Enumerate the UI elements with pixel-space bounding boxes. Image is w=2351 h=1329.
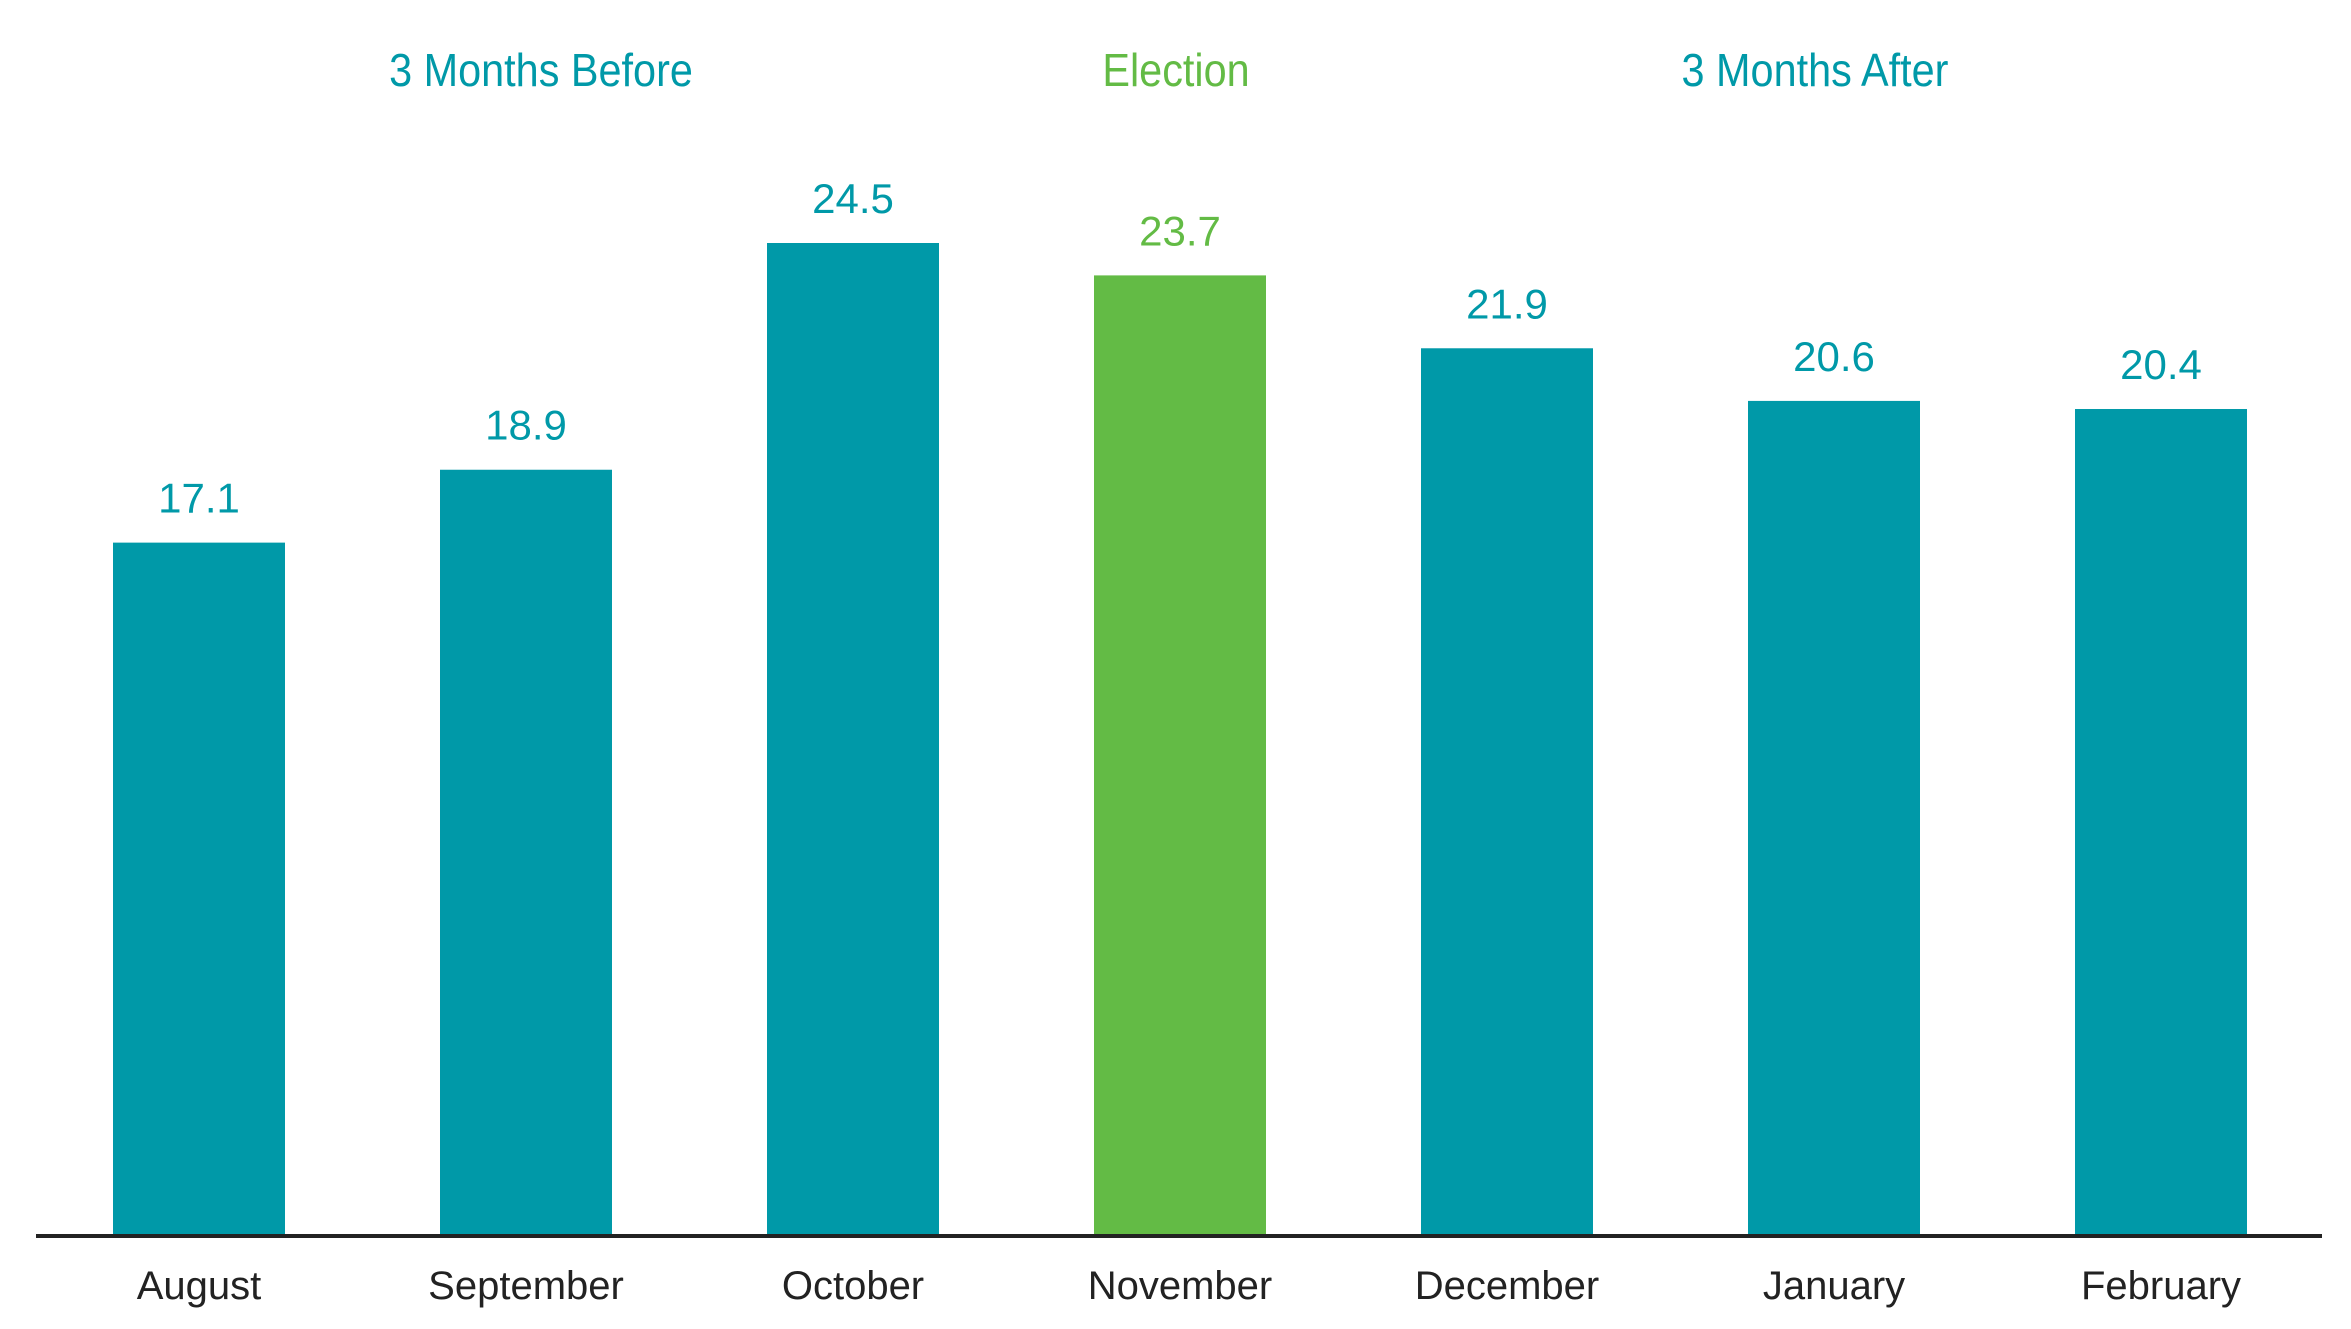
bar-november [1094, 275, 1266, 1235]
category-label-november: November [1088, 1264, 1273, 1308]
value-label-september: 18.9 [485, 402, 567, 449]
value-label-october: 24.5 [812, 175, 894, 222]
bar-december [1421, 348, 1593, 1236]
category-label-august: August [137, 1264, 262, 1308]
category-label-december: December [1415, 1264, 1600, 1308]
bar-september [440, 469, 612, 1235]
value-label-august: 17.1 [158, 475, 240, 522]
value-label-february: 20.4 [2120, 341, 2202, 388]
group-label-before: 3 Months Before [389, 44, 693, 96]
value-label-december: 21.9 [1466, 280, 1548, 327]
bar-february [2075, 409, 2247, 1235]
category-label-october: October [782, 1264, 924, 1308]
bar-january [1748, 400, 1920, 1235]
bar-october [767, 243, 939, 1235]
group-label-election: Election [1102, 44, 1250, 96]
group-label-after: 3 Months After [1681, 44, 1949, 96]
category-label-january: January [1763, 1264, 1905, 1308]
category-label-september: September [428, 1264, 624, 1308]
category-label-february: February [2081, 1264, 2241, 1308]
value-label-november: 23.7 [1139, 207, 1221, 254]
bar-august [113, 542, 285, 1235]
value-label-january: 20.6 [1793, 333, 1875, 380]
